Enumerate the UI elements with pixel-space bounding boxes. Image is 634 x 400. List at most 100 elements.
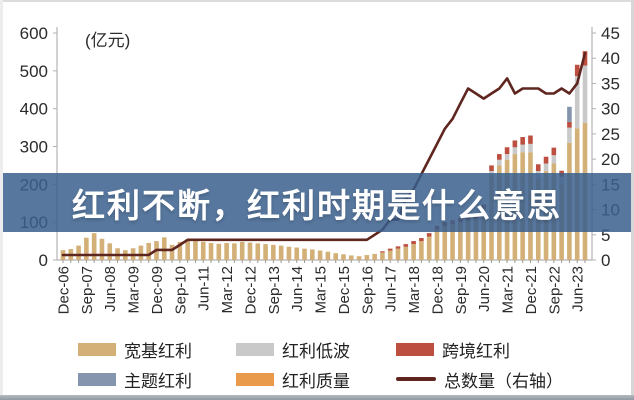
legend-box-swatch [236,372,274,386]
x-axis-label: Sep-22 [546,266,563,314]
x-axis-label: Mar-09 [126,266,143,314]
bar-segment [512,147,518,155]
legend-item-2: 跨境红利 [396,337,626,362]
bar-segment [403,246,409,260]
legend-box-swatch [78,342,116,356]
bar-segment [450,224,455,260]
bar-segment [567,121,572,128]
bar-segment [489,165,494,172]
right-axis-label: 35 [601,74,620,93]
bar-segment [310,249,315,260]
right-axis-label: 5 [601,226,610,245]
bar-segment [380,252,385,260]
bar-segment [364,255,370,260]
legend-item-4: 红利质量 [236,367,396,392]
bar-segment [512,140,518,148]
right-axis-label: 0 [601,251,610,270]
left-axis-label: 400 [20,100,48,119]
legend-item-3: 主题红利 [78,367,236,392]
legend-item-5: 总数量（右轴） [396,367,626,392]
bar-segment [263,244,268,260]
bar-segment [138,245,144,260]
legend-item-0: 宽基红利 [78,337,236,362]
legend-label: 跨境红利 [442,341,510,361]
bar-segment [99,238,105,260]
legend-label: 宽基红利 [124,341,192,361]
bar-segment [325,251,331,260]
bar-segment [333,253,338,260]
x-axis-label: Mar-18 [406,266,423,314]
left-axis-label: 500 [20,62,48,81]
bar-segment [271,244,276,260]
bar-segment [481,208,487,260]
bar-segment [169,244,175,260]
bar-segment [403,244,409,247]
page-edge-bottom [0,395,634,400]
bar-segment [520,144,525,153]
title-banner: 红利不断，红利时期是什么意思 [0,173,634,232]
x-axis-label: Dec-15 [336,266,353,314]
bar-segment [497,159,502,166]
bar-segment [528,135,533,144]
bar-segment [216,243,222,260]
bar-segment [185,239,190,260]
overlay-title: 红利不断，红利时期是什么意思 [72,186,562,224]
bar-segment [208,242,214,260]
bar-segment [551,155,557,164]
x-axis-label: Jun-14 [289,266,306,312]
legend-label: 红利低波 [282,341,350,361]
legend-box-swatch [78,372,116,386]
bar-segment [232,243,237,260]
bar-segment [528,143,533,153]
x-axis-label: Dec-21 [523,266,540,314]
bar-segment [395,248,401,260]
bar-segment [551,147,557,156]
bar-segment [193,241,198,260]
x-axis-label: Mar-12 [219,266,236,314]
x-axis-label: Sep-13 [266,266,283,314]
bar-segment [177,241,183,260]
x-axis-label: Dec-18 [430,266,447,314]
bar-segment [286,246,292,260]
bar-segment [372,253,377,260]
legend-label: 主题红利 [124,371,192,391]
bar-segment [224,242,229,260]
x-axis-label: Mar-21 [500,266,517,314]
x-axis-label: Sep-19 [453,266,470,314]
right-axis-label: 40 [601,49,620,68]
bar-segment [356,256,362,260]
x-axis-label: Sep-16 [359,266,376,314]
bar-segment [255,243,261,260]
bar-segment [574,64,580,77]
bar-segment [84,237,89,260]
x-axis-label: Dec-09 [149,266,166,314]
bar-segment [91,233,97,260]
bar-segment [574,76,580,129]
left-axis-label: 600 [20,24,48,43]
bar-segment [278,245,284,260]
legend-label: 总数量（右轴） [444,371,563,391]
bar-segment [419,238,424,242]
x-axis-label: Mar-15 [313,266,330,314]
legend-item-1: 红利低波 [236,337,396,362]
right-axis-label: 45 [601,24,620,43]
bar-segment [543,163,549,172]
right-axis-label: 25 [601,125,620,144]
bar-segment [302,248,307,260]
legend-line-swatch [396,377,436,381]
bar-segment [426,233,432,237]
bar-segment [341,254,346,260]
x-axis-label: Sep-07 [79,266,96,314]
bar-segment [200,241,206,260]
bar-segment [294,247,300,260]
bar-segment [411,241,416,245]
left-axis-label: 300 [20,138,48,157]
bar-segment [146,242,151,260]
bar-segment [465,220,471,260]
x-axis-label: Jun-11 [196,266,213,311]
x-axis-label: Jun-17 [383,266,400,312]
bar-segment [419,241,424,260]
x-axis-label: Sep-10 [172,266,189,314]
bar-segment [473,218,479,260]
